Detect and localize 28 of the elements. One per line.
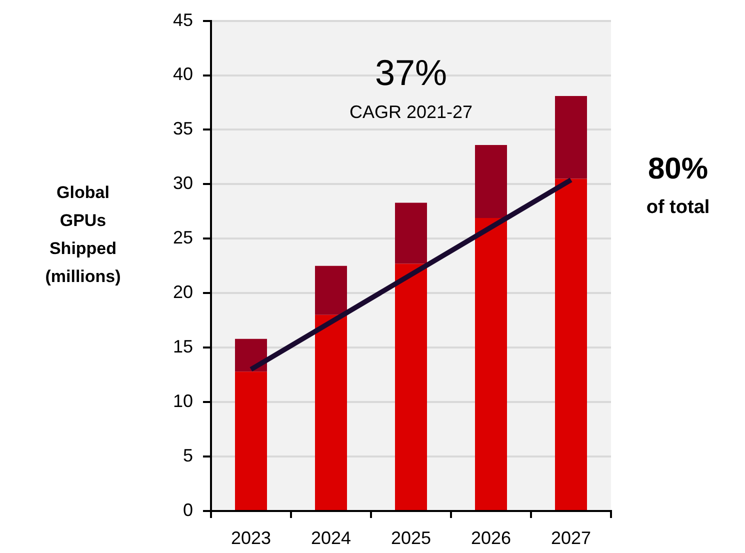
y-tick-label: 30: [172, 173, 193, 194]
bar: [475, 144, 507, 218]
x-tick-label: 2026: [470, 528, 512, 548]
bar: [555, 96, 587, 179]
y-tick-label: 40: [172, 64, 193, 84]
bar: [395, 264, 427, 510]
bar: [475, 218, 507, 510]
x-tick-label: 2025: [390, 528, 432, 548]
bar: [235, 372, 267, 510]
y-tick-label: 5: [182, 446, 193, 466]
x-tick-label: 2024: [310, 528, 352, 548]
y-tick-label: 10: [172, 391, 193, 412]
y-tick-label: 15: [172, 336, 193, 357]
y-tick-label: 45: [172, 10, 193, 30]
x-tick-label: 2027: [550, 528, 592, 548]
y-tick-label: 20: [172, 282, 193, 302]
y-axis-title: Global GPUs Shipped (millions): [44, 182, 122, 288]
bar: [555, 178, 587, 510]
y-tick-label: 35: [172, 118, 193, 139]
bar: [395, 202, 427, 264]
text: 80% of total: [646, 152, 710, 218]
y-tick-label: 0: [182, 500, 193, 520]
bar: [235, 338, 267, 372]
y-tick-label: 25: [172, 228, 193, 248]
bar: [315, 314, 347, 510]
annotation: 37% CAGR 2021-27: [349, 52, 473, 122]
x-tick-label: 2023: [230, 528, 272, 548]
bar: [315, 266, 347, 315]
